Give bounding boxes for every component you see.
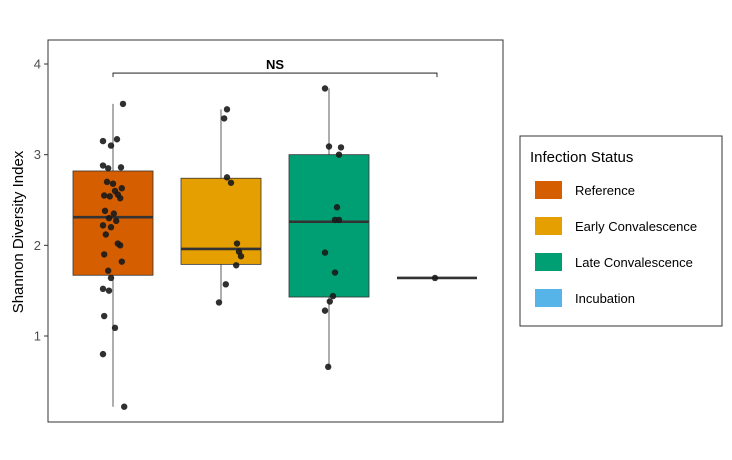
significance-label: NS xyxy=(266,57,284,72)
data-point xyxy=(215,299,223,306)
box xyxy=(72,170,154,276)
legend-label: Reference xyxy=(575,183,635,198)
data-point xyxy=(101,312,108,320)
data-point xyxy=(101,207,109,215)
data-point xyxy=(119,100,127,108)
legend-label: Incubation xyxy=(575,291,635,306)
box-group-late-convalescence xyxy=(288,88,370,368)
data-point xyxy=(105,165,112,172)
data-point xyxy=(326,298,333,305)
data-point xyxy=(99,285,107,293)
data-point xyxy=(329,292,337,300)
data-point xyxy=(118,258,126,265)
data-point xyxy=(107,274,115,282)
legend-swatch xyxy=(535,217,562,235)
data-point xyxy=(105,267,112,274)
data-point xyxy=(233,240,241,247)
plot-frame xyxy=(47,39,504,423)
legend-swatch xyxy=(535,253,562,271)
data-point xyxy=(337,144,345,151)
data-point xyxy=(431,274,439,282)
legend-title: Infection Status xyxy=(530,149,633,166)
legend-swatch xyxy=(535,289,562,307)
data-point xyxy=(113,136,121,143)
data-point xyxy=(117,242,124,249)
y-axis: 1 2 3 4 xyxy=(34,57,48,344)
data-point xyxy=(106,193,114,200)
data-point xyxy=(325,363,332,371)
data-point xyxy=(222,281,229,288)
plot-area: NS xyxy=(47,39,504,423)
y-tick-label: 4 xyxy=(34,57,41,72)
box xyxy=(180,177,262,265)
data-point xyxy=(103,178,111,186)
significance-bracket xyxy=(112,72,438,78)
data-point xyxy=(117,164,125,171)
y-tick-label: 1 xyxy=(34,329,41,344)
data-point xyxy=(333,204,341,211)
y-tick-label: 2 xyxy=(34,238,41,253)
legend-swatch xyxy=(535,181,562,199)
legend-label: Early Convalescence xyxy=(575,219,697,234)
data-point xyxy=(121,403,128,410)
data-point xyxy=(99,137,107,145)
data-point xyxy=(117,194,124,202)
data-point xyxy=(113,217,120,225)
data-point xyxy=(223,106,231,113)
data-point xyxy=(223,174,231,181)
box-group-early-convalescence xyxy=(180,109,262,302)
data-point xyxy=(99,222,107,229)
data-point xyxy=(99,162,107,169)
y-tick-label: 3 xyxy=(34,147,41,162)
data-point xyxy=(335,216,343,224)
data-point xyxy=(237,253,245,260)
data-point xyxy=(110,210,118,217)
data-point xyxy=(331,269,339,276)
data-point xyxy=(325,143,333,150)
data-point xyxy=(107,142,115,149)
data-point xyxy=(102,231,110,238)
data-point xyxy=(118,185,126,192)
legend-label: Late Convalescence xyxy=(575,255,693,270)
data-point xyxy=(107,224,115,231)
y-axis-title: Shannon Diversity Index xyxy=(10,150,27,313)
data-point xyxy=(105,287,113,294)
data-point xyxy=(227,179,235,186)
data-point xyxy=(109,180,117,187)
data-point xyxy=(335,151,343,158)
data-point xyxy=(321,249,329,256)
legend: Infection Status Reference Early Convalesc… xyxy=(519,135,723,327)
data-point xyxy=(111,324,119,332)
box-group-reference xyxy=(72,103,154,407)
data-point xyxy=(101,192,108,199)
data-point xyxy=(321,307,329,314)
data-point xyxy=(321,85,329,92)
data-point xyxy=(233,262,240,269)
box xyxy=(288,154,370,298)
data-point xyxy=(221,115,228,122)
data-point xyxy=(105,214,113,222)
data-point xyxy=(99,350,107,358)
data-point xyxy=(101,251,108,258)
